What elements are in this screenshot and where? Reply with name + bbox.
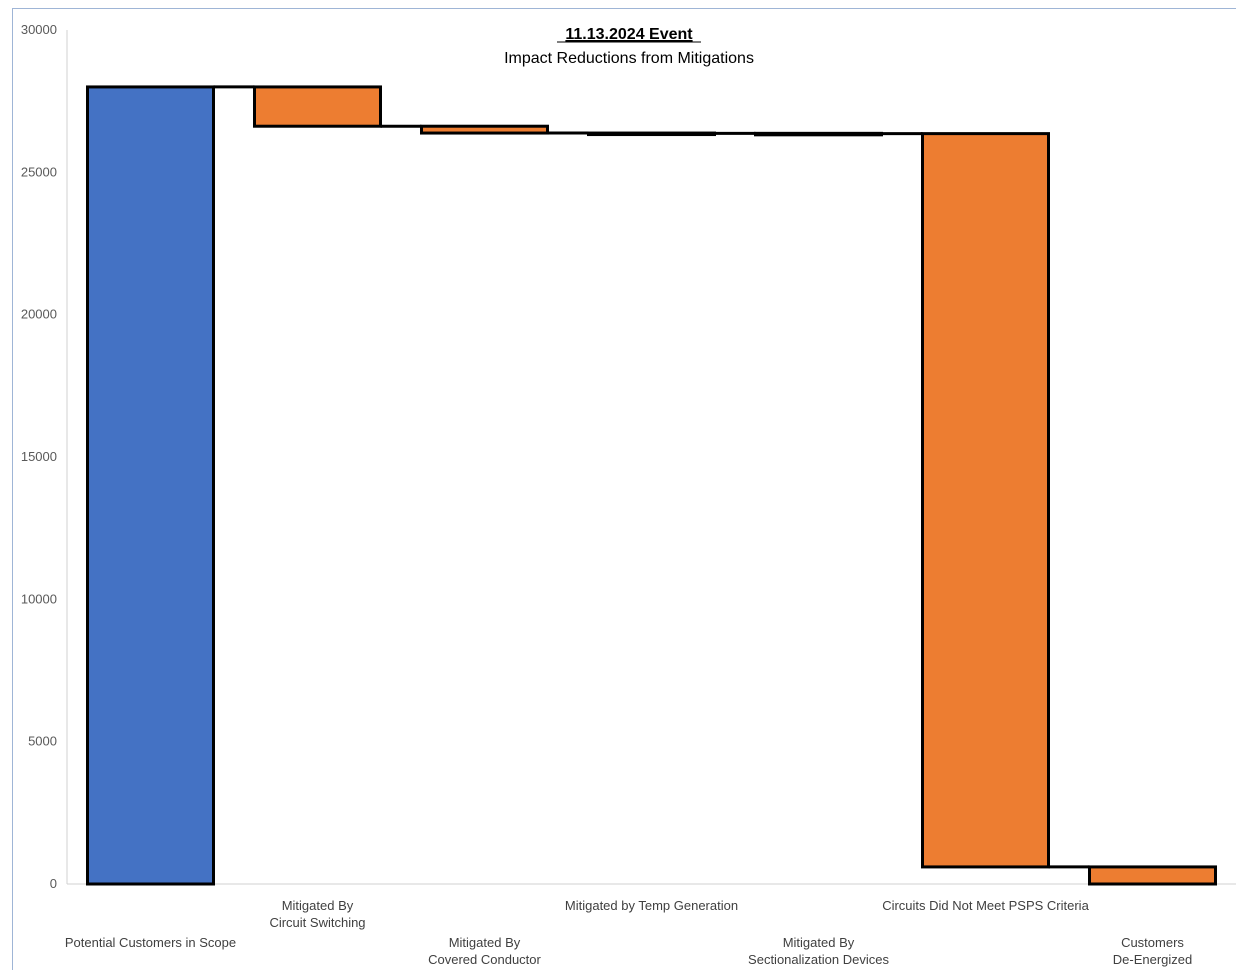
bar-4 — [754, 131, 883, 137]
y-tick-label: 10000 — [21, 591, 57, 606]
category-label: Circuit Switching — [269, 915, 365, 930]
category-label: Mitigated by Temp Generation — [565, 898, 738, 913]
chart-frame — [12, 8, 1236, 970]
category-label: Covered Conductor — [428, 952, 541, 967]
y-tick-label: 5000 — [28, 734, 57, 749]
y-tick-label: 0 — [50, 876, 57, 891]
y-tick-label: 15000 — [21, 449, 57, 464]
bar-0 — [86, 85, 215, 886]
bar-1 — [253, 85, 382, 128]
bar-3 — [587, 131, 716, 137]
x-axis-labels: Potential Customers in Scope Mitigated By… — [65, 898, 1192, 967]
connectors — [213, 85, 1090, 869]
bar-2 — [420, 124, 549, 135]
y-tick-label: 20000 — [21, 307, 57, 322]
category-label: Mitigated By — [282, 898, 354, 913]
bar-5 — [921, 132, 1050, 869]
y-tick-label: 30000 — [21, 22, 57, 37]
y-tick-label: 25000 — [21, 164, 57, 179]
category-label: Potential Customers in Scope — [65, 935, 236, 950]
bars — [86, 85, 1217, 886]
chart-title: 11.13.2024 Event — [565, 26, 693, 43]
category-label: Mitigated By — [783, 935, 855, 950]
chart-subtitle: Impact Reductions from Mitigations — [504, 50, 754, 67]
category-label: Mitigated By — [449, 935, 521, 950]
bar-6 — [1088, 865, 1217, 886]
category-label: Circuits Did Not Meet PSPS Criteria — [882, 898, 1089, 913]
category-label: Sectionalization Devices — [748, 952, 889, 967]
category-label: De-Energized — [1113, 952, 1193, 967]
y-axis: 0 5000 10000 15000 20000 25000 30000 — [21, 22, 1236, 891]
category-label: Customers — [1121, 935, 1184, 950]
